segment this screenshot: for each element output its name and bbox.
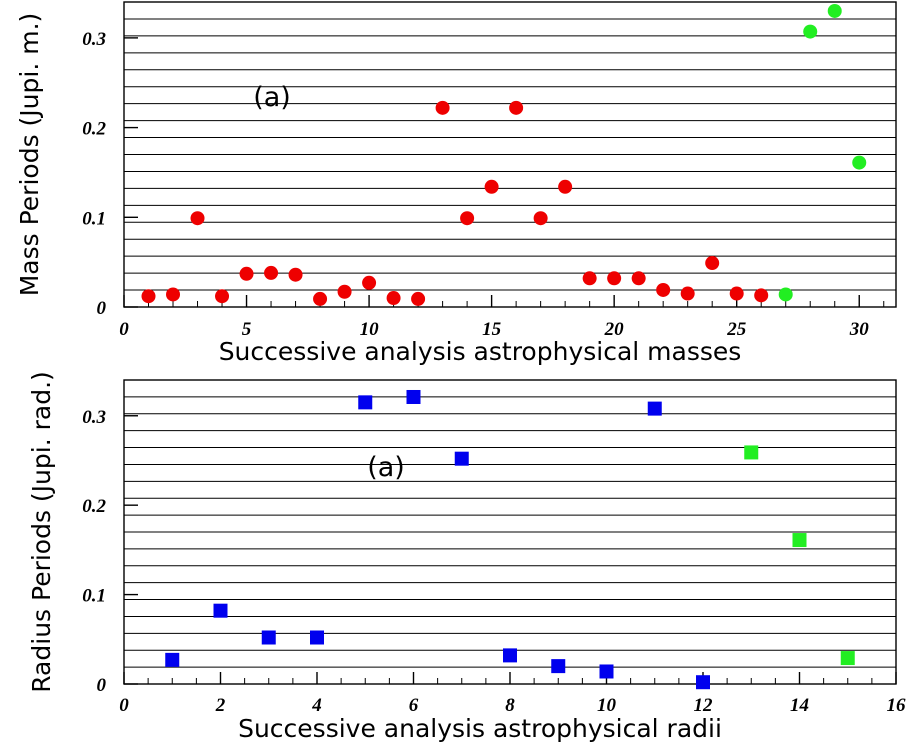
- x-axis-title: Successive analysis astrophysical radii: [238, 714, 722, 743]
- x-tick-label: 4: [311, 695, 322, 716]
- x-tick-label: 20: [604, 319, 625, 340]
- x-tick-label: 0: [119, 319, 129, 340]
- data-point: [484, 179, 499, 194]
- data-point: [358, 395, 373, 410]
- data-point: [239, 266, 254, 281]
- x-tick-label: 12: [694, 695, 714, 716]
- data-point: [558, 179, 573, 194]
- panel-annotation: (a): [367, 452, 405, 483]
- x-tick-label: 2: [215, 695, 226, 716]
- y-tick-label: 0.3: [82, 407, 106, 428]
- data-point: [213, 603, 228, 618]
- data-point: [386, 291, 401, 306]
- data-point: [582, 271, 597, 286]
- data-point: [827, 3, 842, 18]
- data-point: [362, 275, 377, 290]
- x-tick-label: 10: [597, 695, 617, 716]
- data-point: [411, 291, 426, 306]
- data-point: [778, 287, 793, 302]
- data-point: [680, 286, 695, 301]
- data-point: [631, 271, 646, 286]
- data-point: [310, 630, 324, 645]
- x-tick-label: 0: [119, 695, 129, 716]
- data-point: [729, 286, 744, 301]
- data-point: [754, 288, 769, 303]
- data-point: [141, 289, 156, 304]
- x-tick-label: 16: [887, 695, 907, 716]
- data-point: [337, 284, 352, 299]
- x-axis-title: Successive analysis astrophysical masses: [219, 337, 742, 366]
- plot-frame: [123, 1, 897, 308]
- x-tick-label: 8: [505, 695, 515, 716]
- x-tick-label: 30: [849, 319, 870, 340]
- y-axis-title: Radius Periods (Jupi. rad.): [27, 371, 56, 693]
- y-tick-label: 0.1: [82, 586, 106, 607]
- data-point: [264, 265, 279, 280]
- y-tick-label: 0.2: [82, 119, 106, 140]
- data-point: [533, 211, 548, 226]
- y-tick-label: 0: [97, 298, 107, 319]
- data-point: [744, 445, 759, 460]
- y-tick-label: 0.3: [82, 29, 106, 50]
- data-point: [607, 271, 622, 286]
- data-point: [261, 630, 276, 645]
- y-axis-title: Mass Periods (Jupi. m.): [15, 13, 44, 297]
- x-tick-label: 15: [482, 319, 502, 340]
- data-point: [705, 256, 720, 271]
- data-point: [215, 289, 230, 304]
- data-point: [792, 533, 807, 548]
- data-point: [696, 675, 710, 690]
- radius-periods-chart: 0 0.1 0.2 0.3 0 2 4 6 8 10 12 14 16 Successive analys…: [27, 371, 906, 743]
- data-point: [288, 267, 303, 282]
- data-point: [647, 401, 662, 416]
- data-point: [803, 24, 818, 39]
- y-tick-label: 0.2: [82, 496, 106, 517]
- data-point: [551, 659, 566, 674]
- data-point: [435, 100, 450, 115]
- data-point: [852, 155, 867, 170]
- data-point: [406, 389, 421, 404]
- x-tick-label: 25: [726, 319, 747, 340]
- data-point: [454, 451, 469, 466]
- data-point: [840, 651, 855, 666]
- data-point: [503, 648, 517, 663]
- x-tick-label: 6: [409, 695, 419, 716]
- data-point: [656, 282, 671, 297]
- data-point: [460, 211, 475, 226]
- y-tick-label: 0: [97, 675, 107, 696]
- data-point: [165, 652, 180, 667]
- x-tick-label: 5: [242, 319, 252, 340]
- x-tick-label: 10: [360, 319, 380, 340]
- y-tick-label: 0.1: [82, 208, 106, 229]
- data-point: [509, 100, 524, 115]
- data-point: [313, 291, 328, 306]
- mass-periods-chart: 0 0.1 0.2 0.3 0 5 10 15 20 25 30 Successive analysi…: [15, 1, 897, 366]
- x-tick-label: 14: [790, 695, 809, 716]
- data-point: [166, 287, 181, 302]
- panel-annotation: (a): [253, 82, 291, 113]
- data-point: [599, 664, 614, 679]
- data-point: [190, 211, 205, 226]
